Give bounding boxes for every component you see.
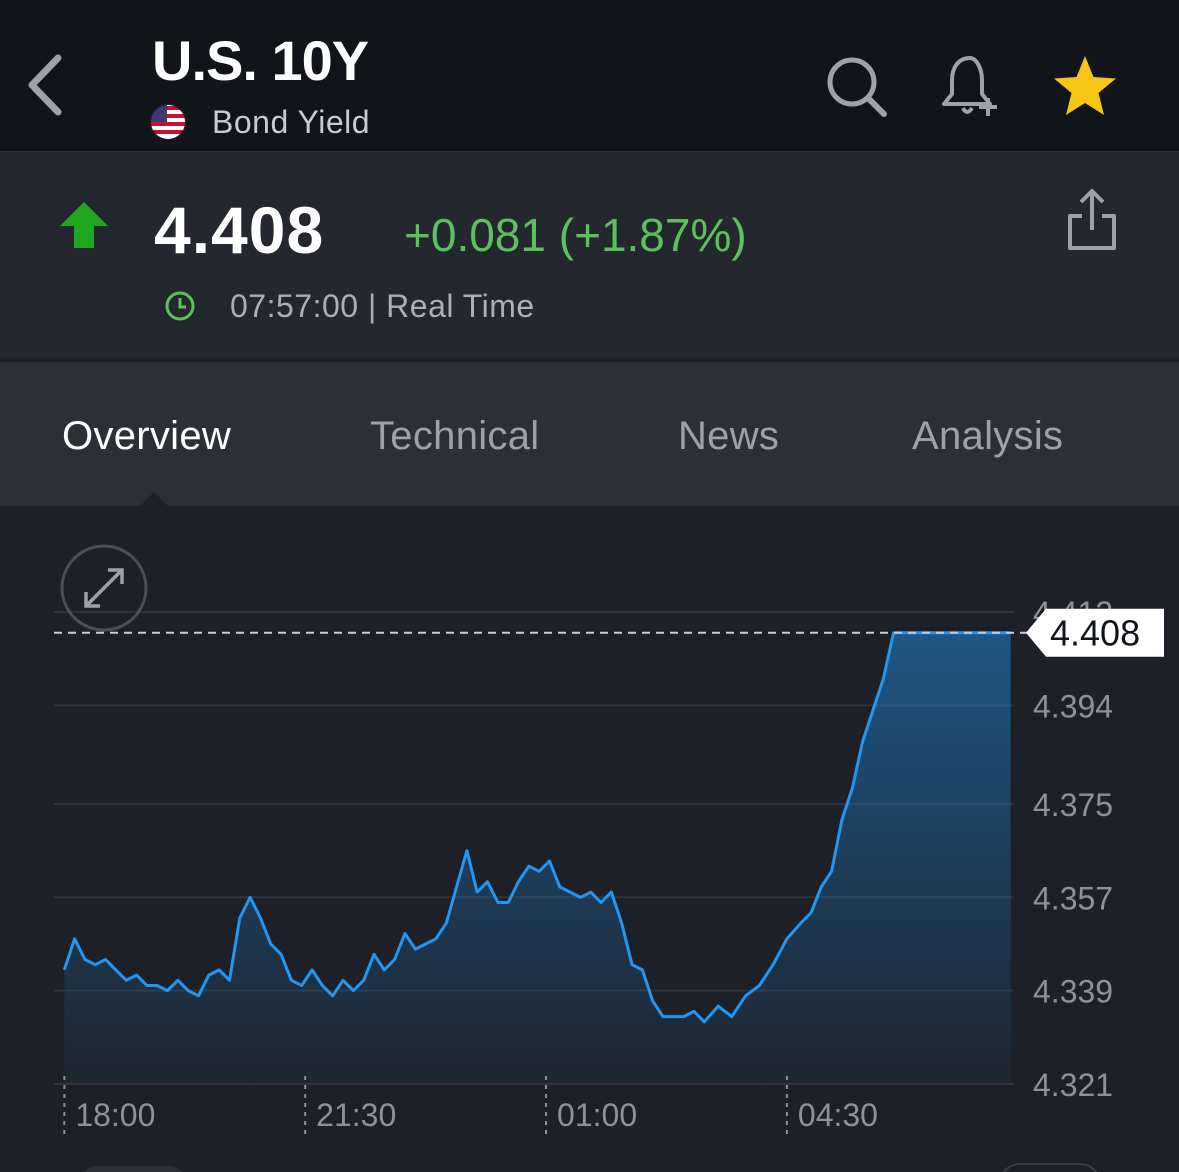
tab-news[interactable]: News (678, 414, 780, 458)
tab-analysis[interactable]: Analysis (912, 414, 1064, 458)
price-change: +0.081 (+1.87%) (404, 209, 747, 261)
quote-panel: 4.408 +0.081 (+1.87%) 07:57:00 | Real Ti… (0, 152, 1179, 358)
tab-overview[interactable]: Overview (62, 414, 232, 458)
last-value-tag (1026, 608, 1164, 657)
chart-panel: 4.4124.3944.3754.3574.3394.32118:0021:30… (0, 506, 1179, 1172)
instrument-subtitle-row: Bond Yield (150, 102, 370, 142)
last-price: 4.408 (154, 193, 325, 267)
y-tick-label: 4.357 (1033, 880, 1113, 916)
y-tick-label: 4.339 (1033, 974, 1113, 1010)
instrument-type: Bond Yield (212, 103, 371, 140)
x-tick-label: 01:00 (557, 1097, 637, 1133)
price-chart[interactable]: 4.4124.3944.3754.3574.3394.32118:0021:30… (0, 506, 1179, 1172)
timeframe-pill[interactable] (78, 1166, 188, 1172)
share-icon[interactable] (1064, 186, 1120, 254)
y-tick-label: 4.321 (1033, 1067, 1113, 1103)
chart-type-pill[interactable] (1000, 1163, 1100, 1172)
arrow-up-icon (60, 202, 108, 248)
x-tick-label: 18:00 (75, 1097, 155, 1133)
expand-chart-icon[interactable] (60, 544, 148, 632)
active-tab-indicator (140, 492, 168, 506)
time-row: 07:57:00 | Real Time (164, 286, 535, 326)
y-tick-label: 4.375 (1033, 787, 1113, 823)
series-area (64, 632, 1011, 1084)
quote-time: 07:57:00 | Real Time (230, 287, 535, 324)
tab-technical[interactable]: Technical (370, 414, 540, 458)
x-tick-label: 04:30 (798, 1097, 878, 1133)
tab-bar: Overview Technical News Analysis (0, 362, 1179, 506)
clock-icon (165, 291, 195, 321)
us-flag-icon (150, 104, 186, 140)
bell-plus-icon[interactable] (936, 52, 1006, 122)
instrument-title: U.S. 10Y (152, 29, 369, 92)
last-value-label: 4.408 (1050, 613, 1140, 654)
top-bar: U.S. 10Y Bond Yield (0, 0, 1179, 152)
y-tick-label: 4.394 (1033, 688, 1113, 724)
x-tick-label: 21:30 (316, 1097, 396, 1133)
search-icon[interactable] (822, 52, 892, 122)
series-line (62, 631, 1011, 1024)
star-icon[interactable] (1050, 52, 1120, 122)
chevron-left-icon[interactable] (22, 50, 72, 120)
